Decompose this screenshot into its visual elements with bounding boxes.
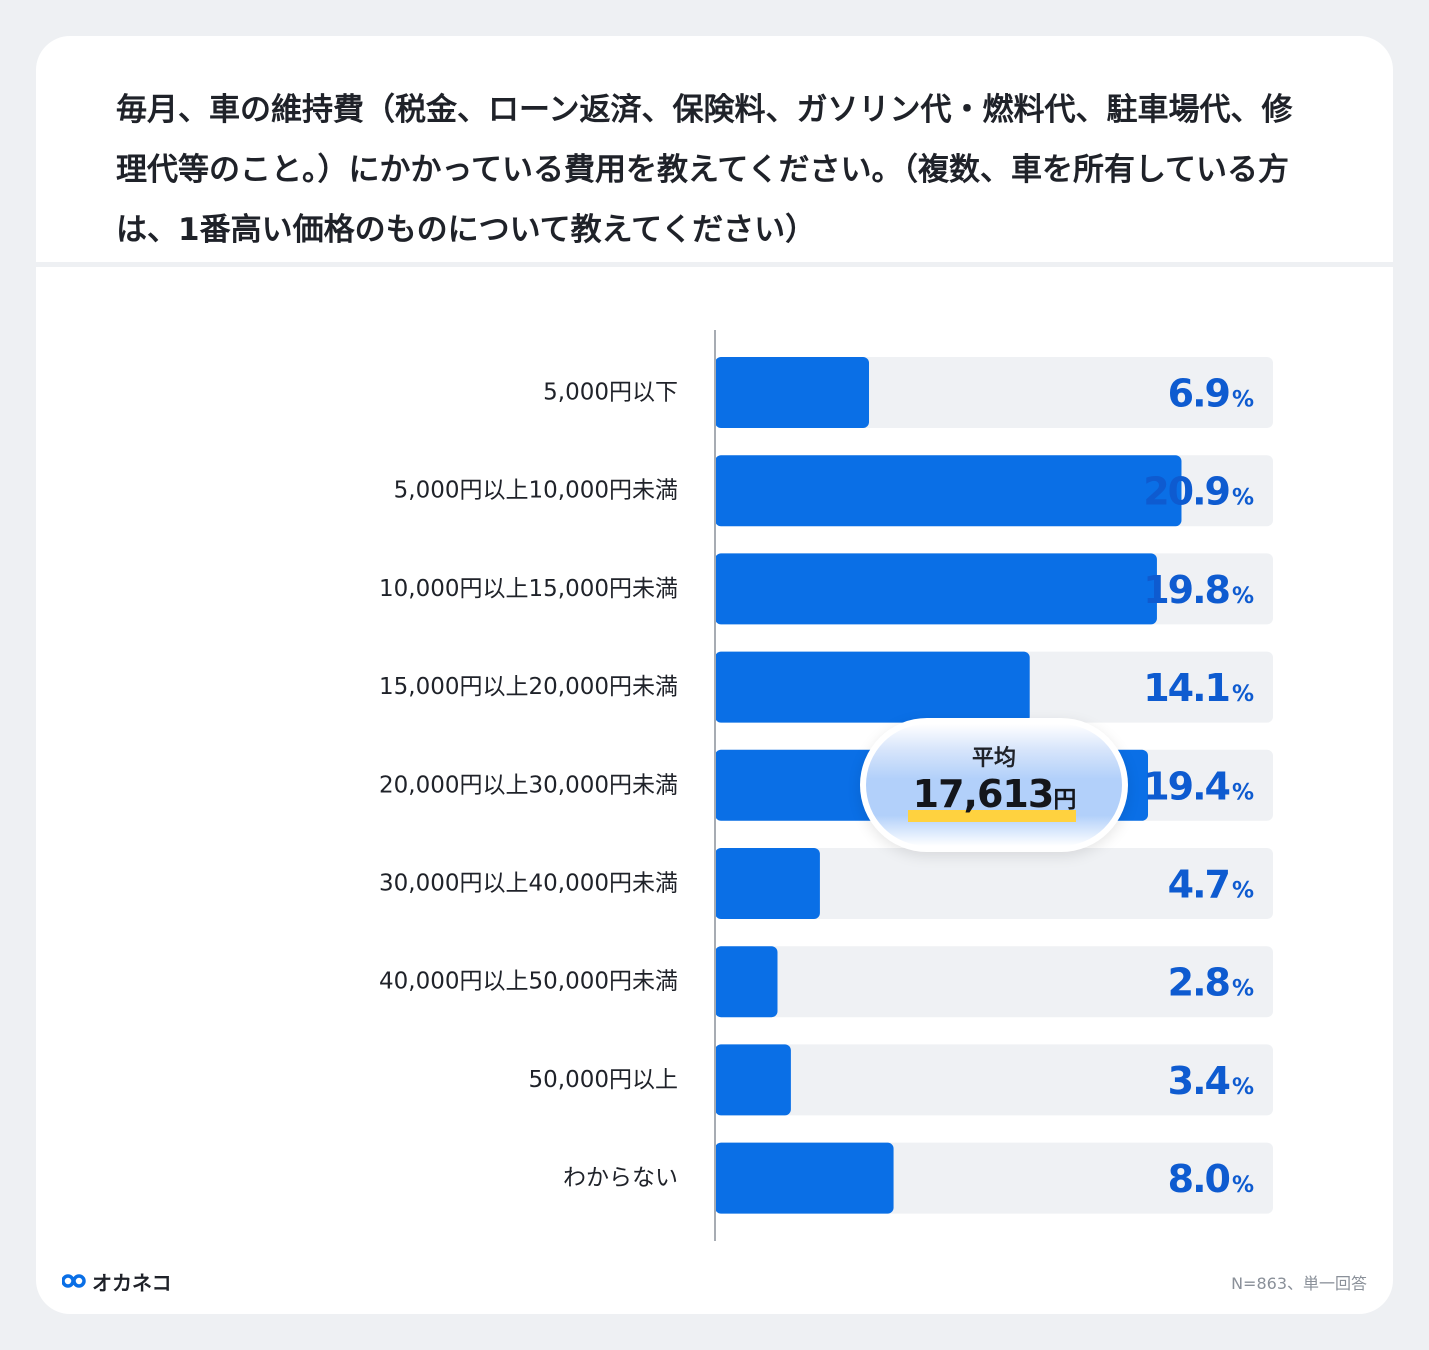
bar bbox=[715, 848, 820, 919]
value-number: 3.4 bbox=[1168, 1059, 1230, 1103]
average-unit: 円 bbox=[1053, 787, 1076, 813]
bar bbox=[715, 946, 778, 1018]
value-unit: % bbox=[1232, 486, 1254, 511]
value-unit: % bbox=[1232, 879, 1254, 904]
category-label: わからない bbox=[563, 1165, 678, 1191]
value-label: 20.9% bbox=[1143, 470, 1254, 514]
value-unit: % bbox=[1232, 1173, 1254, 1198]
value-unit: % bbox=[1232, 1075, 1254, 1100]
logo-icon bbox=[62, 1274, 86, 1288]
value-label: 2.8% bbox=[1168, 961, 1254, 1005]
category-label: 15,000円以上20,000円未満 bbox=[379, 674, 678, 700]
bar bbox=[715, 357, 870, 428]
bar-track bbox=[715, 946, 1273, 1018]
value-unit: % bbox=[1232, 388, 1254, 413]
bar bbox=[715, 651, 1030, 723]
bar bbox=[715, 1044, 791, 1116]
category-label: 30,000円以上40,000円未満 bbox=[379, 871, 678, 897]
value-number: 6.9 bbox=[1168, 372, 1230, 416]
category-label: 40,000円以上50,000円未満 bbox=[379, 969, 678, 995]
category-label: 50,000円以上 bbox=[529, 1067, 678, 1093]
average-value-line: 17,613円 bbox=[860, 772, 1128, 816]
okaneko-logo: オカネコ bbox=[62, 1266, 172, 1296]
value-number: 14.1 bbox=[1143, 666, 1229, 710]
average-bubble: 平均 17,613円 bbox=[860, 718, 1128, 852]
value-unit: % bbox=[1232, 977, 1254, 1002]
value-number: 4.7 bbox=[1168, 863, 1229, 907]
value-label: 14.1% bbox=[1143, 666, 1254, 710]
bar-track bbox=[715, 1044, 1273, 1116]
average-bubble-fill bbox=[866, 724, 1122, 846]
bar bbox=[715, 553, 1157, 625]
logo-text: オカネコ bbox=[92, 1270, 172, 1295]
title-divider bbox=[36, 262, 1393, 267]
sample-note: N=863、単一回答 bbox=[1231, 1274, 1367, 1293]
value-label: 4.7% bbox=[1168, 863, 1254, 907]
bar bbox=[715, 1142, 894, 1214]
average-label: 平均 bbox=[971, 746, 1016, 771]
value-label: 8.0% bbox=[1168, 1157, 1254, 1201]
average-highlight-marker bbox=[908, 810, 1076, 822]
category-label: 5,000円以下 bbox=[543, 380, 678, 406]
category-label: 5,000円以上10,000円未満 bbox=[394, 478, 678, 504]
value-number: 2.8 bbox=[1168, 961, 1230, 1005]
value-label: 3.4% bbox=[1168, 1059, 1254, 1103]
value-number: 19.4 bbox=[1143, 764, 1229, 808]
value-unit: % bbox=[1232, 584, 1254, 609]
category-label: 20,000円以上30,000円未満 bbox=[379, 772, 678, 798]
value-label: 6.9% bbox=[1168, 372, 1254, 416]
value-unit: % bbox=[1232, 682, 1254, 707]
value-unit: % bbox=[1232, 780, 1254, 805]
value-label: 19.4% bbox=[1143, 764, 1254, 808]
value-number: 19.8 bbox=[1143, 568, 1229, 612]
bar-chart: 5,000円以下 6.9 % 5,000円以上10,000円未満 20.9 % 10,000… bbox=[379, 330, 1273, 1241]
value-number: 8.0 bbox=[1168, 1157, 1230, 1201]
bar bbox=[715, 455, 1182, 527]
value-label: 19.8% bbox=[1143, 568, 1254, 612]
average-value: 17,613 bbox=[912, 772, 1055, 816]
bar-track bbox=[715, 848, 1273, 919]
question-title: 毎月、車の維持費（税金、ローン返済、保険料、ガソリン代・燃料代、駐車場代、修理代… bbox=[116, 92, 1293, 248]
category-label: 10,000円以上15,000円未満 bbox=[379, 576, 678, 602]
chart-card: 毎月、車の維持費（税金、ローン返済、保険料、ガソリン代・燃料代、駐車場代、修理代… bbox=[36, 36, 1393, 1314]
value-number: 20.9 bbox=[1143, 470, 1229, 514]
